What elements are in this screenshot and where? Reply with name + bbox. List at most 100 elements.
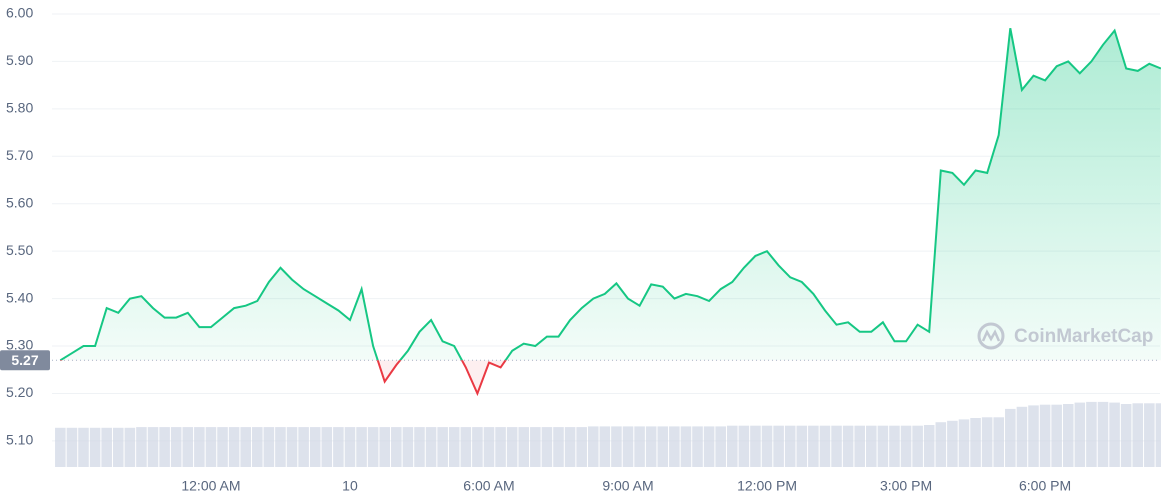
volume-bar bbox=[414, 427, 425, 467]
volume-bar bbox=[692, 426, 703, 467]
volume-bar bbox=[159, 427, 170, 467]
volume-bar bbox=[761, 425, 773, 467]
volume-bar bbox=[194, 427, 205, 467]
volume-bar bbox=[530, 427, 541, 467]
volume-bar bbox=[275, 427, 286, 467]
volume-bar bbox=[1144, 403, 1155, 467]
volume-bar bbox=[750, 425, 761, 467]
volume-bar bbox=[472, 427, 483, 467]
volume-bar bbox=[136, 427, 147, 467]
volume-bar bbox=[1062, 404, 1074, 467]
volume-bar bbox=[251, 427, 263, 467]
volume-bar bbox=[112, 427, 124, 467]
volume-bar bbox=[170, 427, 182, 467]
volume-bar bbox=[55, 427, 66, 467]
volume-bar bbox=[228, 427, 240, 467]
volume-bar bbox=[541, 427, 553, 467]
volume-bar bbox=[1051, 404, 1062, 467]
volume-bar bbox=[1132, 403, 1144, 467]
volume-bar bbox=[263, 427, 275, 467]
volume-bar bbox=[437, 427, 448, 467]
volume-bar bbox=[1120, 404, 1132, 467]
volume-bar bbox=[182, 427, 194, 467]
volume-bar bbox=[367, 427, 379, 467]
y-tick-label: 5.40 bbox=[6, 289, 33, 305]
volume-bar bbox=[680, 426, 692, 467]
volume-bar bbox=[78, 427, 89, 467]
volume-bar bbox=[217, 427, 228, 467]
watermark-text: CoinMarketCap bbox=[1014, 326, 1153, 347]
volume-bar bbox=[1028, 405, 1039, 467]
volume-bar bbox=[576, 427, 587, 467]
volume-bar bbox=[379, 427, 391, 467]
volume-bar bbox=[599, 426, 611, 467]
y-tick-label: 5.90 bbox=[6, 52, 33, 68]
volume-bar bbox=[1097, 401, 1109, 467]
y-tick-label: 5.50 bbox=[6, 242, 33, 258]
volume-bar bbox=[1039, 404, 1051, 467]
volume-bar bbox=[970, 418, 981, 467]
volume-bar bbox=[866, 425, 877, 467]
volume-bar bbox=[947, 420, 958, 467]
y-tick-label: 5.30 bbox=[6, 337, 33, 353]
volume-bar bbox=[1086, 401, 1097, 467]
volume-bar bbox=[495, 427, 506, 467]
price-line-up bbox=[59, 28, 1161, 361]
volume-bar bbox=[773, 425, 784, 467]
volume-bar bbox=[425, 427, 437, 467]
volume-bar bbox=[298, 427, 309, 467]
volume-bar bbox=[923, 425, 935, 467]
x-tick-label: 6:00 AM bbox=[463, 478, 514, 494]
volume-bar bbox=[309, 427, 321, 467]
volume-bar bbox=[483, 427, 495, 467]
x-tick-label: 12:00 PM bbox=[737, 478, 797, 494]
volume-bar bbox=[240, 427, 251, 467]
volume-bar bbox=[808, 425, 819, 467]
volume-bar bbox=[1074, 402, 1086, 467]
y-tick-label: 5.70 bbox=[6, 147, 33, 163]
volume-bar bbox=[611, 426, 622, 467]
volume-bar bbox=[738, 425, 750, 467]
volume-bar bbox=[391, 427, 402, 467]
volume-bar bbox=[958, 419, 970, 467]
x-tick-label: 12:00 AM bbox=[181, 478, 240, 494]
volume-bar bbox=[402, 427, 414, 467]
volume-bar bbox=[622, 426, 634, 467]
volume-bar bbox=[726, 425, 738, 467]
volume-bar bbox=[286, 427, 298, 467]
volume-bar bbox=[634, 426, 645, 467]
volume-bar bbox=[935, 422, 947, 467]
volume-bar bbox=[842, 425, 854, 467]
volume-bar bbox=[1155, 403, 1161, 467]
volume-bar bbox=[147, 427, 159, 467]
volume-bar bbox=[518, 427, 530, 467]
volume-bar bbox=[553, 427, 564, 467]
reference-label: 5.27 bbox=[11, 352, 38, 368]
y-tick-label: 5.60 bbox=[6, 194, 33, 210]
volume-bar bbox=[784, 425, 796, 467]
y-tick-label: 5.10 bbox=[6, 432, 33, 448]
volume-bar bbox=[796, 425, 808, 467]
y-tick-label: 5.80 bbox=[6, 100, 33, 116]
volume-bar bbox=[506, 427, 518, 467]
reference-box bbox=[0, 350, 50, 371]
watermark: CoinMarketCap bbox=[977, 322, 1153, 350]
volume-bar bbox=[703, 426, 715, 467]
volume-bar bbox=[993, 417, 1005, 467]
volume-bar bbox=[89, 427, 101, 467]
x-tick-label: 6:00 PM bbox=[1019, 478, 1071, 494]
volume-bar bbox=[124, 427, 136, 467]
volume-bar bbox=[889, 425, 900, 467]
x-tick-label: 9:00 AM bbox=[602, 478, 653, 494]
volume-bar bbox=[819, 425, 831, 467]
y-tick-label: 5.20 bbox=[6, 384, 33, 400]
volume-bar bbox=[645, 426, 657, 467]
volume-bar bbox=[564, 427, 576, 467]
volume-bar bbox=[669, 426, 680, 467]
y-tick-label: 6.00 bbox=[6, 5, 33, 21]
volume-bar bbox=[356, 427, 367, 467]
volume-bar bbox=[344, 427, 356, 467]
volume-bar bbox=[460, 427, 472, 467]
